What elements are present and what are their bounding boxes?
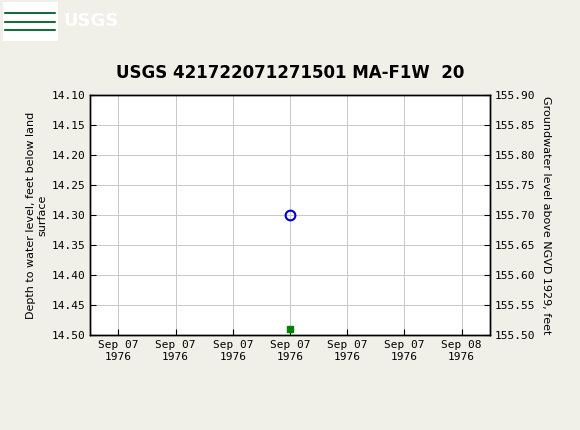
Bar: [3, 2, 58, 41]
Y-axis label: Groundwater level above NGVD 1929, feet: Groundwater level above NGVD 1929, feet: [541, 96, 551, 334]
Y-axis label: Depth to water level, feet below land
surface: Depth to water level, feet below land su…: [26, 111, 47, 319]
Legend: Period of approved data: Period of approved data: [203, 427, 377, 430]
Text: USGS: USGS: [64, 12, 119, 31]
Text: USGS 421722071271501 MA-F1W  20: USGS 421722071271501 MA-F1W 20: [116, 64, 464, 82]
